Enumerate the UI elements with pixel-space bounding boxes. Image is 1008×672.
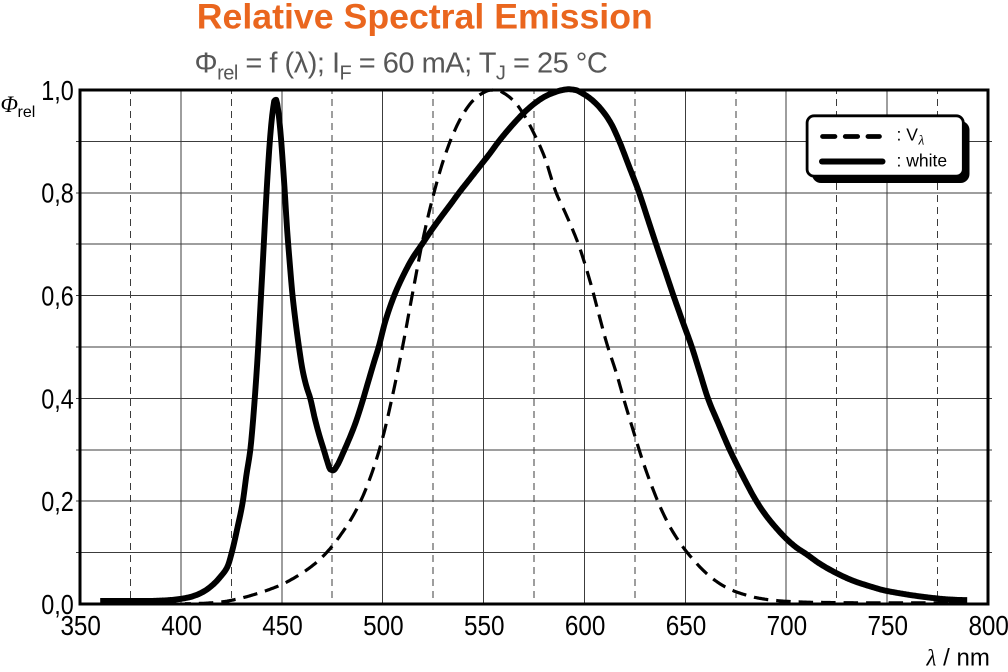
- svg-text:Relative Spectral Emission: Relative Spectral Emission: [197, 0, 653, 36]
- svg-text:500: 500: [363, 610, 404, 641]
- svg-text:1,0: 1,0: [41, 75, 74, 106]
- svg-text:400: 400: [161, 610, 202, 641]
- svg-text:0,8: 0,8: [41, 178, 74, 209]
- svg-text:750: 750: [868, 610, 909, 641]
- svg-text:rel: rel: [18, 104, 36, 121]
- svg-text:0,6: 0,6: [41, 281, 74, 312]
- svg-text:650: 650: [666, 610, 707, 641]
- svg-text:350: 350: [60, 610, 101, 641]
- svg-text:0,2: 0,2: [41, 486, 74, 517]
- svg-text:Φ: Φ: [1, 92, 19, 117]
- svg-text:700: 700: [767, 610, 808, 641]
- svg-text:600: 600: [565, 610, 606, 641]
- svg-text:λ / nm: λ / nm: [926, 645, 990, 667]
- svg-text:: white: : white: [897, 150, 948, 170]
- svg-text:550: 550: [464, 610, 505, 641]
- svg-text:: V: : V: [897, 124, 919, 144]
- svg-text:800: 800: [968, 610, 1008, 641]
- svg-text:Φrel = f (λ); IF = 60 mA; TJ =: Φrel = f (λ); IF = 60 mA; TJ = 25 °C: [195, 47, 608, 84]
- svg-text:450: 450: [262, 610, 303, 641]
- svg-text:0,4: 0,4: [41, 383, 74, 414]
- svg-text:λ: λ: [918, 133, 925, 148]
- svg-text:0,0: 0,0: [41, 589, 74, 620]
